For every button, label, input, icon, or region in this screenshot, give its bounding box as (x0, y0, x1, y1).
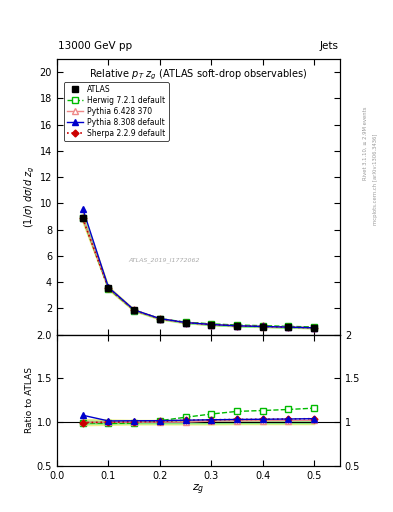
Text: mcplots.cern.ch [arXiv:1306.3436]: mcplots.cern.ch [arXiv:1306.3436] (373, 134, 378, 225)
Text: Relative $p_T$ $z_g$ (ATLAS soft-drop observables): Relative $p_T$ $z_g$ (ATLAS soft-drop ob… (89, 67, 308, 81)
Y-axis label: Ratio to ATLAS: Ratio to ATLAS (25, 367, 34, 433)
Text: 13000 GeV pp: 13000 GeV pp (58, 41, 132, 51)
Text: Jets: Jets (320, 41, 339, 51)
Text: ATLAS_2019_I1772062: ATLAS_2019_I1772062 (129, 258, 200, 263)
Y-axis label: $(1/\sigma)\ d\sigma/d\ z_g$: $(1/\sigma)\ d\sigma/d\ z_g$ (22, 165, 37, 228)
X-axis label: $z_g$: $z_g$ (192, 482, 205, 497)
Legend: ATLAS, Herwig 7.2.1 default, Pythia 6.428 370, Pythia 8.308 default, Sherpa 2.2.: ATLAS, Herwig 7.2.1 default, Pythia 6.42… (64, 82, 169, 141)
Text: Rivet 3.1.10, ≥ 2.9M events: Rivet 3.1.10, ≥ 2.9M events (363, 106, 368, 180)
